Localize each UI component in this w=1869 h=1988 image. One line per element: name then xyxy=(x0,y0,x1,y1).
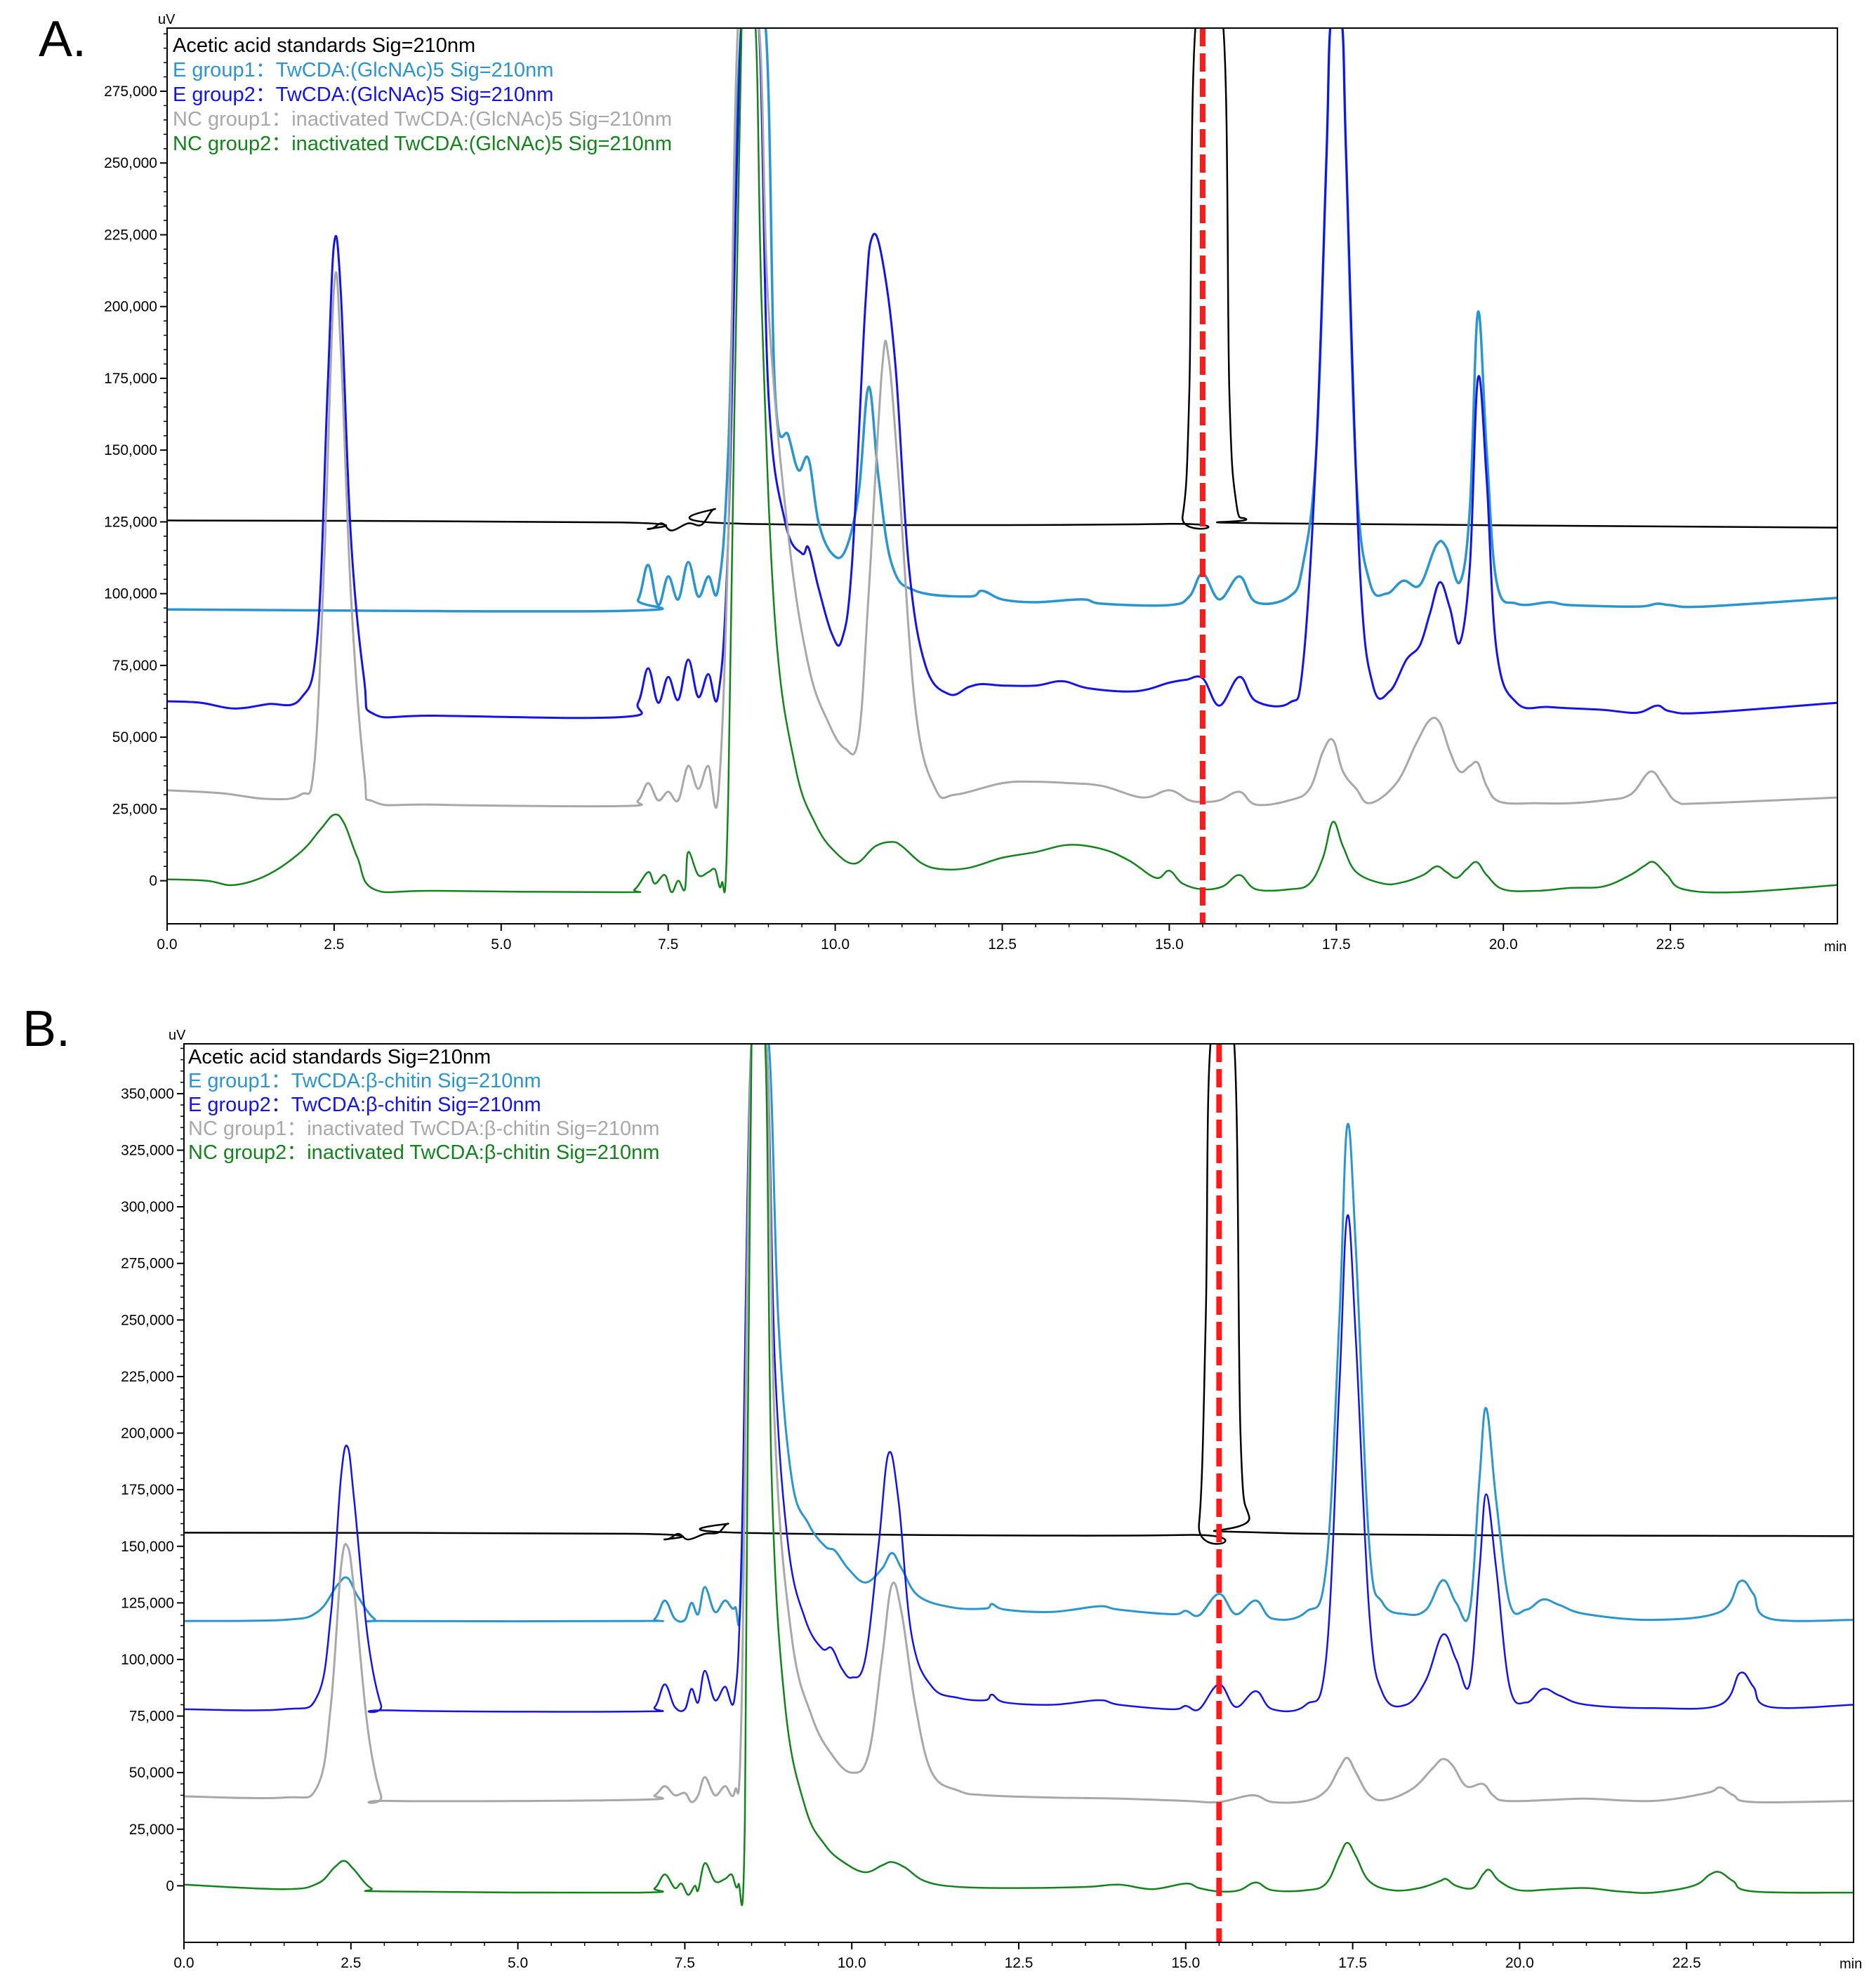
panel-a-y-tick-label: 150,000 xyxy=(104,442,157,458)
panel-a-series-e1 xyxy=(167,28,1837,613)
panel-a-x-tick-label: 22.5 xyxy=(1656,936,1685,953)
panel-b: B. uV min 0.0 2.5 5.0 7.5 10.0 12.5 15.0 17.5 20… xyxy=(22,1001,1862,1972)
panel-b-series-acetic xyxy=(184,1044,1854,1545)
panel-b-x-tick-label: 0.0 xyxy=(173,1955,194,1971)
panel-a-y-tick-label: 225,000 xyxy=(104,227,157,243)
panel-a-y-tick-label: 250,000 xyxy=(104,155,157,171)
panel-b-series-e2 xyxy=(184,1044,1854,1714)
panel-a-y-tick-label: 125,000 xyxy=(104,514,157,530)
panel-b-y-tick-label: 100,000 xyxy=(121,1652,174,1668)
panel-b-axis-ticks: 0.0 2.5 5.0 7.5 10.0 12.5 15.0 17.5 20.0 22.5 0 25,… xyxy=(121,1047,1821,1971)
panel-b-y-tick-label: 75,000 xyxy=(129,1709,174,1725)
panel-b-y-tick-label: 250,000 xyxy=(121,1312,174,1328)
panel-a-x-tick-label: 20.0 xyxy=(1489,936,1518,953)
panel-a-y-tick-label: 0 xyxy=(149,873,157,889)
panel-a-x-tick-label: 12.5 xyxy=(988,936,1017,953)
panel-b-y-tick-label: 300,000 xyxy=(121,1199,174,1215)
panel-a-plot-frame xyxy=(166,27,1838,925)
panel-b-y-tick-label: 200,000 xyxy=(121,1426,174,1442)
panel-a-y-tick-label: 50,000 xyxy=(112,729,157,746)
panel-b-legend-nc-group1: NC group1：inactivated TwCDA:β-chitin Sig… xyxy=(188,1118,659,1140)
panel-b-x-tick-label: 15.0 xyxy=(1171,1955,1200,1971)
panel-b-y-tick-label: 150,000 xyxy=(121,1539,174,1555)
panel-a-y-tick-label: 75,000 xyxy=(112,658,157,674)
panel-b-y-tick-label: 125,000 xyxy=(121,1595,174,1611)
panel-a-x-tick-label: 10.0 xyxy=(821,936,850,953)
panel-a-y-unit: uV xyxy=(158,12,176,27)
panel-a-x-unit: min xyxy=(1824,939,1847,955)
panel-a: A. uV min 0.0 2.5 5.0 7.5 10.0 12.5 15.0 17.5 20… xyxy=(39,11,1847,955)
panel-b-legend: Acetic acid standards Sig=210nm E group1… xyxy=(188,1046,659,1164)
panel-b-y-tick-label: 50,000 xyxy=(129,1765,174,1781)
panel-b-x-unit: min xyxy=(1840,1956,1862,1972)
panel-a-y-tick-label: 175,000 xyxy=(104,371,157,387)
panel-b-series-nc2 xyxy=(184,1044,1854,1907)
panel-a-legend-nc-group1: NC group1：inactivated TwCDA:(GlcNAc)5 Si… xyxy=(173,108,672,131)
panel-b-y-tick-label: 275,000 xyxy=(121,1256,174,1272)
panel-b-x-tick-label: 12.5 xyxy=(1005,1955,1033,1971)
panel-b-y-tick-label: 0 xyxy=(166,1878,174,1894)
panel-a-legend-nc-group2: NC group2：inactivated TwCDA:(GlcNAc)5 Si… xyxy=(173,133,672,155)
panel-a-x-tick-label: 2.5 xyxy=(324,936,344,953)
panel-a-series-e2 xyxy=(167,28,1837,720)
panel-b-y-tick-label: 325,000 xyxy=(121,1143,174,1159)
panel-a-series-acetic xyxy=(167,28,1837,531)
panel-b-y-unit: uV xyxy=(169,1028,186,1043)
panel-b-x-tick-label: 10.0 xyxy=(838,1955,866,1971)
panel-b-series-nc1 xyxy=(184,1044,1854,1804)
panel-a-legend-e-group1: E group1：TwCDA:(GlcNAc)5 Sig=210nm xyxy=(173,59,553,81)
panel-b-legend-e-group1: E group1：TwCDA:β-chitin Sig=210nm xyxy=(188,1070,541,1092)
panel-b-label: B. xyxy=(22,1001,70,1057)
panel-b-y-tick-label: 25,000 xyxy=(129,1822,174,1838)
panel-a-x-tick-label: 17.5 xyxy=(1322,936,1351,953)
panel-b-legend-nc-group2: NC group2：inactivated TwCDA:β-chitin Sig… xyxy=(188,1141,659,1164)
panel-a-x-tick-label: 5.0 xyxy=(491,936,511,953)
panel-b-x-tick-label: 5.0 xyxy=(508,1955,528,1971)
panel-b-x-tick-label: 2.5 xyxy=(341,1955,361,1971)
panel-b-y-tick-label: 175,000 xyxy=(121,1482,174,1498)
panel-a-series-nc2 xyxy=(167,28,1837,894)
panel-b-legend-acetic: Acetic acid standards Sig=210nm xyxy=(188,1046,491,1068)
panel-a-axis-ticks: 0.0 2.5 5.0 7.5 10.0 12.5 15.0 17.5 20.0 22.5 0 25,… xyxy=(104,33,1805,953)
panel-b-plot-frame xyxy=(183,1043,1854,1943)
panel-b-legend-e-group2: E group2：TwCDA:β-chitin Sig=210nm xyxy=(188,1094,541,1116)
panel-a-y-tick-label: 275,000 xyxy=(104,84,157,100)
panel-b-x-tick-label: 17.5 xyxy=(1338,1955,1367,1971)
panel-b-x-tick-label: 7.5 xyxy=(675,1955,695,1971)
panel-a-x-tick-label: 0.0 xyxy=(157,936,177,953)
panel-a-x-tick-label: 7.5 xyxy=(658,936,678,953)
panel-a-legend-e-group2: E group2：TwCDA:(GlcNAc)5 Sig=210nm xyxy=(173,84,553,106)
panel-b-series-e1 xyxy=(184,1044,1854,1626)
panel-b-y-tick-label: 225,000 xyxy=(121,1369,174,1385)
panel-a-legend-acetic: Acetic acid standards Sig=210nm xyxy=(173,34,475,57)
panel-a-label: A. xyxy=(39,11,86,67)
panel-b-y-tick-label: 350,000 xyxy=(121,1086,174,1102)
panel-a-y-tick-label: 100,000 xyxy=(104,586,157,602)
panel-a-y-tick-label: 25,000 xyxy=(112,801,157,817)
panel-a-legend: Acetic acid standards Sig=210nm E group1… xyxy=(173,34,672,155)
panel-b-x-tick-label: 20.0 xyxy=(1505,1955,1534,1971)
panel-a-y-tick-label: 200,000 xyxy=(104,299,157,315)
panel-b-x-tick-label: 22.5 xyxy=(1672,1955,1701,1971)
panel-a-series-nc1 xyxy=(167,28,1837,809)
panel-b-series xyxy=(184,1044,1854,1907)
panel-a-series xyxy=(167,28,1837,894)
panel-a-x-tick-label: 15.0 xyxy=(1155,936,1184,953)
